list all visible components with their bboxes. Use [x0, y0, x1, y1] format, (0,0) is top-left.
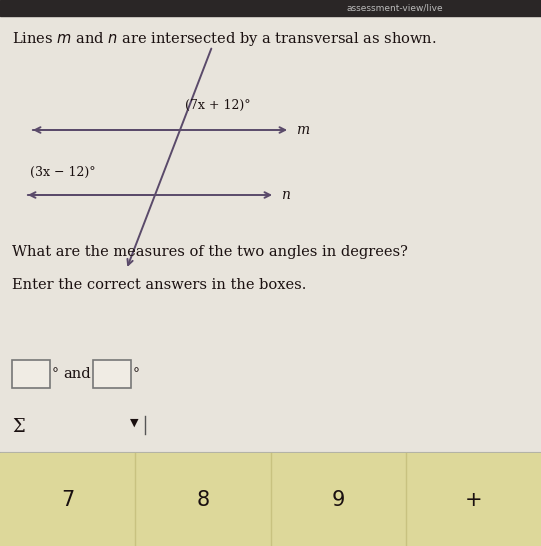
Text: Enter the correct answers in the boxes.: Enter the correct answers in the boxes. [12, 278, 306, 292]
FancyBboxPatch shape [12, 360, 50, 388]
Bar [0, 0, 541, 16]
Text: 8: 8 [196, 490, 209, 509]
Text: m: m [296, 123, 309, 137]
Text: assessment-view/live: assessment-view/live [347, 3, 443, 13]
Bar [0, 453, 541, 546]
Text: What are the measures of the two angles in degrees?: What are the measures of the two angles … [12, 245, 408, 259]
Text: 7: 7 [61, 490, 74, 509]
Text: Lines $\mathit{m}$ and $\mathit{n}$ are intersected by a transversal as shown.: Lines $\mathit{m}$ and $\mathit{n}$ are … [12, 30, 437, 48]
Text: 9: 9 [332, 490, 345, 509]
Text: °: ° [133, 367, 140, 381]
Text: +: + [465, 490, 482, 509]
Text: °: ° [52, 367, 59, 381]
Text: n: n [281, 188, 290, 202]
Text: and: and [63, 367, 91, 381]
Text: (3x − 12)°: (3x − 12)° [30, 166, 96, 179]
Text: Σ: Σ [12, 418, 25, 436]
FancyBboxPatch shape [93, 360, 131, 388]
Text: ▼: ▼ [130, 418, 138, 428]
Text: (7x + 12)°: (7x + 12)° [185, 99, 250, 112]
